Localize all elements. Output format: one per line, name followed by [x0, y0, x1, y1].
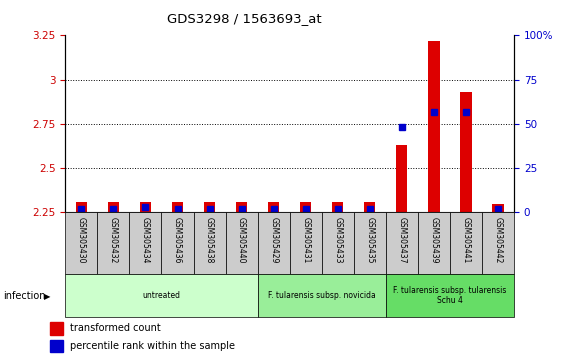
Bar — [332, 202, 344, 212]
Text: percentile rank within the sample: percentile rank within the sample — [70, 341, 235, 351]
Bar — [236, 202, 247, 212]
Bar — [130, 212, 161, 274]
Text: GSM305430: GSM305430 — [77, 217, 86, 264]
Bar — [225, 212, 258, 274]
Bar — [51, 340, 63, 352]
Text: GSM305432: GSM305432 — [109, 217, 118, 264]
Text: GSM305439: GSM305439 — [429, 217, 438, 264]
Bar — [161, 212, 194, 274]
Bar — [354, 212, 386, 274]
Bar — [364, 202, 375, 212]
Bar — [386, 274, 514, 317]
Text: GSM305431: GSM305431 — [301, 217, 310, 264]
Bar — [428, 41, 440, 212]
Text: GSM305437: GSM305437 — [398, 217, 406, 264]
Text: GSM305438: GSM305438 — [205, 217, 214, 264]
Bar — [268, 202, 279, 212]
Text: ▶: ▶ — [44, 292, 51, 301]
Text: infection: infection — [3, 291, 45, 301]
Bar — [97, 212, 130, 274]
Text: GSM305442: GSM305442 — [494, 217, 503, 264]
Bar — [65, 212, 97, 274]
Text: GDS3298 / 1563693_at: GDS3298 / 1563693_at — [167, 12, 321, 25]
Text: GSM305435: GSM305435 — [365, 217, 374, 264]
Bar — [65, 274, 258, 317]
Bar — [460, 92, 471, 212]
Bar — [204, 202, 215, 212]
Text: transformed count: transformed count — [70, 323, 161, 333]
Text: GSM305441: GSM305441 — [461, 217, 470, 264]
Bar — [172, 202, 183, 212]
Bar — [290, 212, 321, 274]
Text: F. tularensis subsp. tularensis
Schu 4: F. tularensis subsp. tularensis Schu 4 — [393, 286, 507, 305]
Bar — [51, 322, 63, 335]
Text: GSM305440: GSM305440 — [237, 217, 246, 264]
Bar — [418, 212, 450, 274]
Bar — [396, 145, 407, 212]
Text: GSM305436: GSM305436 — [173, 217, 182, 264]
Bar — [140, 202, 151, 212]
Text: GSM305433: GSM305433 — [333, 217, 343, 264]
Bar — [386, 212, 418, 274]
Bar — [450, 212, 482, 274]
Bar — [482, 212, 514, 274]
Bar — [321, 212, 354, 274]
Text: GSM305429: GSM305429 — [269, 217, 278, 264]
Bar — [194, 212, 225, 274]
Bar — [108, 202, 119, 212]
Bar — [492, 204, 504, 212]
Text: GSM305434: GSM305434 — [141, 217, 150, 264]
Bar — [258, 212, 290, 274]
Text: F. tularensis subsp. novicida: F. tularensis subsp. novicida — [268, 291, 375, 300]
Bar — [300, 202, 311, 212]
Bar — [258, 274, 386, 317]
Bar — [76, 202, 87, 212]
Text: untreated: untreated — [143, 291, 181, 300]
